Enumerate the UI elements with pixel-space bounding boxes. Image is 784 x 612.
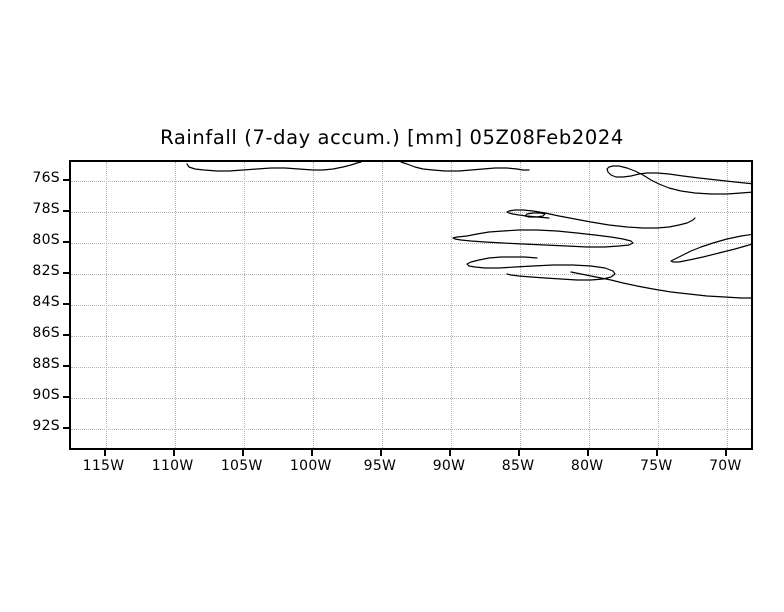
gridline-horizontal — [71, 273, 751, 275]
gridline-horizontal — [71, 428, 751, 430]
chart-title: Rainfall (7-day accum.) [mm] 05Z08Feb202… — [160, 126, 624, 149]
y-axis-label: 88S — [32, 355, 60, 372]
y-axis-tick — [63, 178, 69, 181]
contour-path — [186, 162, 362, 172]
x-axis-label: 85W — [501, 458, 535, 474]
y-axis-label: 92S — [32, 417, 60, 434]
gridline-horizontal — [71, 180, 751, 182]
contour-path — [400, 162, 530, 172]
x-axis-label: 95W — [363, 458, 397, 474]
y-axis-tick — [63, 302, 69, 305]
x-axis-label: 110W — [151, 458, 194, 474]
x-axis-tick — [449, 450, 451, 456]
y-axis-label: 86S — [32, 324, 60, 341]
x-axis-tick — [518, 450, 521, 456]
y-axis-tick — [63, 209, 69, 212]
x-axis-label: 115W — [82, 458, 125, 474]
x-axis-label: 90W — [432, 458, 466, 474]
x-axis-tick — [172, 450, 175, 456]
y-axis-tick — [63, 395, 69, 398]
plot-area — [69, 160, 753, 450]
gridline-horizontal — [71, 366, 751, 368]
x-axis-tick — [310, 450, 313, 456]
x-axis-tick — [587, 450, 590, 456]
x-axis-tick — [656, 450, 659, 456]
contour-path — [524, 212, 546, 218]
y-axis-label: 78S — [32, 200, 60, 217]
contour-path — [466, 256, 616, 281]
contour-path — [670, 233, 751, 263]
x-axis-label: 75W — [639, 458, 673, 474]
y-axis-label: 90S — [32, 386, 60, 403]
x-axis-label: 100W — [289, 458, 332, 474]
x-axis-tick — [379, 450, 382, 456]
contour-path — [452, 229, 634, 248]
x-axis-tick — [725, 450, 728, 456]
contour-path — [606, 165, 751, 195]
gridline-horizontal — [71, 211, 751, 213]
contour-path — [570, 271, 751, 299]
y-axis-label: 84S — [32, 293, 60, 310]
y-axis-label: 80S — [32, 231, 60, 248]
gridline-horizontal — [71, 242, 751, 244]
y-axis-tick — [63, 271, 69, 274]
contour-path — [506, 209, 696, 229]
x-axis-label: 105W — [220, 458, 263, 474]
y-axis-tick — [63, 426, 69, 429]
gridline-horizontal — [71, 335, 751, 337]
y-axis-tick — [63, 333, 69, 336]
y-axis-tick — [63, 240, 69, 243]
x-axis-label: 70W — [709, 458, 742, 474]
y-axis-tick — [63, 364, 69, 367]
x-axis-tick — [103, 450, 106, 456]
y-axis-label: 76S — [32, 169, 60, 186]
x-axis-label: 80W — [570, 458, 604, 474]
x-axis-tick — [241, 450, 244, 456]
gridline-horizontal — [71, 304, 751, 306]
gridline-horizontal — [71, 397, 751, 399]
contour-lines — [186, 162, 751, 299]
y-axis-label: 82S — [32, 262, 60, 279]
